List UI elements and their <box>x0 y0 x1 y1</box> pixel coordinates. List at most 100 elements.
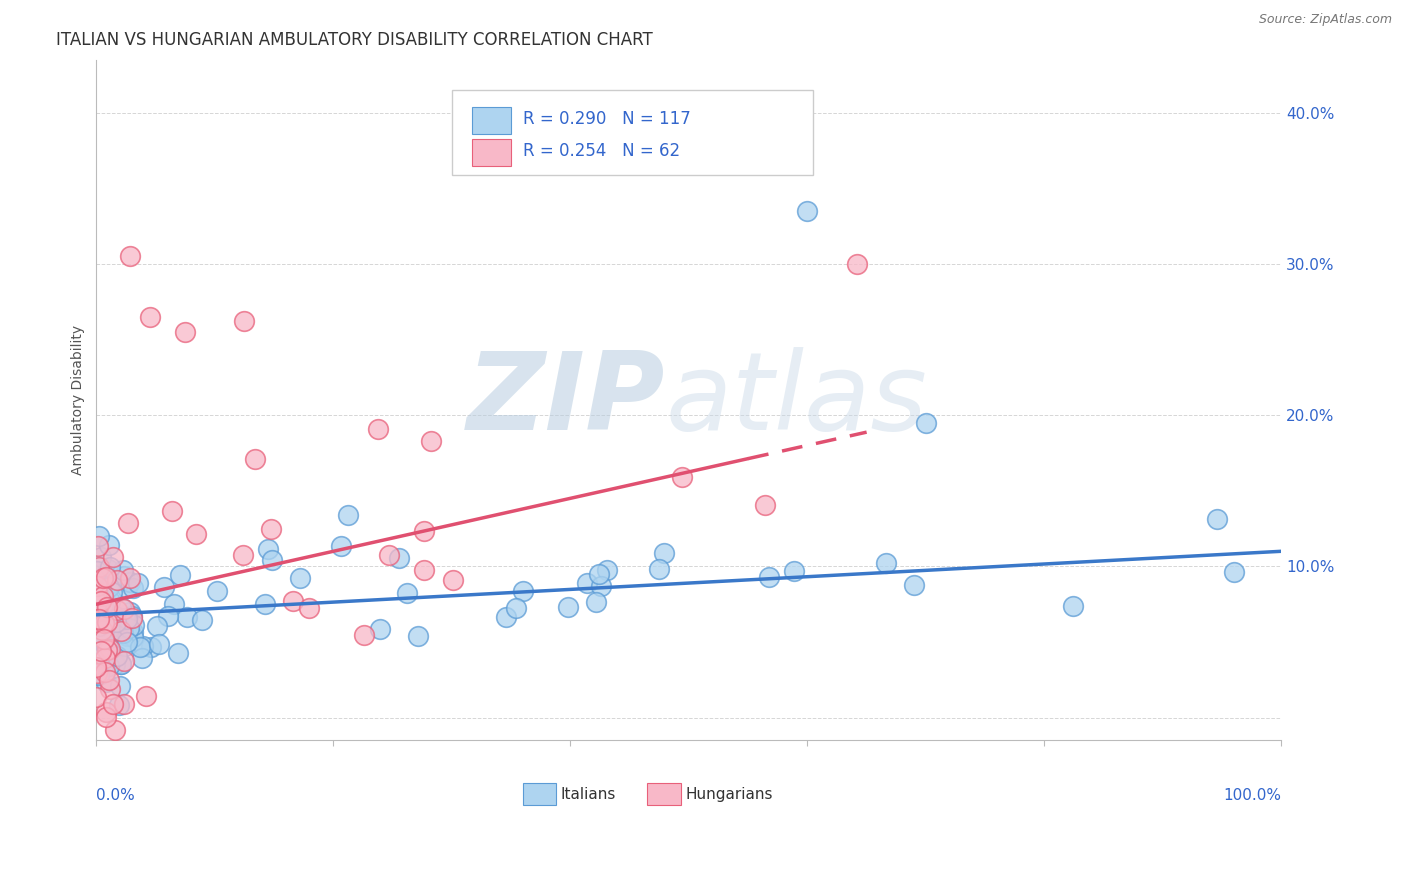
Point <box>160 504 183 518</box>
Point <box>174 325 197 339</box>
Point <box>120 571 142 585</box>
Point <box>184 527 207 541</box>
Text: Source: ZipAtlas.com: Source: ZipAtlas.com <box>1258 13 1392 27</box>
Point <box>131 651 153 665</box>
Point <box>115 635 138 649</box>
Point <box>86 660 108 674</box>
Point <box>87 612 110 626</box>
Point <box>97 581 120 595</box>
Bar <box>472 138 512 166</box>
Point <box>441 573 464 587</box>
Point <box>87 650 110 665</box>
Point <box>86 595 108 609</box>
Point <box>90 643 112 657</box>
Point <box>89 612 111 626</box>
Point <box>98 640 121 654</box>
Point <box>87 529 110 543</box>
Point <box>652 546 675 560</box>
Point <box>97 538 120 552</box>
Point <box>420 434 443 449</box>
Point <box>97 562 120 576</box>
Point <box>671 469 693 483</box>
Text: R = 0.254   N = 62: R = 0.254 N = 62 <box>523 142 681 160</box>
Point <box>122 618 145 632</box>
Point <box>1222 565 1244 579</box>
Point <box>169 568 191 582</box>
Point <box>260 522 283 536</box>
Point <box>117 612 139 626</box>
Point <box>98 621 121 635</box>
Point <box>91 589 114 603</box>
Point <box>86 582 108 596</box>
Point <box>329 539 352 553</box>
Point <box>112 697 135 711</box>
Point <box>112 654 135 668</box>
Text: Italians: Italians <box>561 787 616 802</box>
Point <box>87 618 110 632</box>
Point <box>86 564 108 578</box>
Point <box>96 643 118 657</box>
Point <box>114 639 136 653</box>
Point <box>86 579 108 593</box>
Point <box>107 615 129 629</box>
Point <box>86 690 108 704</box>
Point <box>105 615 128 629</box>
Point <box>96 615 118 629</box>
Point <box>103 697 125 711</box>
Point <box>783 564 806 578</box>
Point <box>93 602 115 616</box>
Point <box>115 621 138 635</box>
Point <box>86 605 108 619</box>
Point <box>115 581 138 595</box>
Point <box>96 600 118 615</box>
Point <box>156 609 179 624</box>
Point <box>104 617 127 632</box>
Point <box>91 571 114 585</box>
Point <box>93 615 115 630</box>
Point <box>257 541 280 556</box>
Point <box>96 675 118 690</box>
Point <box>98 682 121 697</box>
Point <box>1062 599 1084 614</box>
Point <box>232 548 254 562</box>
Point <box>98 599 121 613</box>
Point <box>505 601 527 615</box>
Point <box>120 574 142 589</box>
Point <box>104 611 127 625</box>
Point <box>94 705 117 719</box>
Point <box>118 621 141 635</box>
Point <box>167 646 190 660</box>
Point <box>86 588 108 602</box>
Point <box>557 600 579 615</box>
Point <box>412 563 434 577</box>
Point <box>260 553 283 567</box>
Point <box>495 610 517 624</box>
Point <box>86 604 108 618</box>
Point <box>875 556 897 570</box>
FancyBboxPatch shape <box>451 90 813 176</box>
Point <box>98 642 121 657</box>
Text: atlas: atlas <box>665 348 927 452</box>
Point <box>104 608 127 623</box>
Point <box>104 723 127 737</box>
Point <box>117 629 139 643</box>
Point <box>101 549 124 564</box>
Point <box>104 657 127 671</box>
Point <box>512 584 534 599</box>
Point <box>105 573 128 587</box>
Point <box>191 613 214 627</box>
Text: ITALIAN VS HUNGARIAN AMBULATORY DISABILITY CORRELATION CHART: ITALIAN VS HUNGARIAN AMBULATORY DISABILI… <box>56 31 652 49</box>
Point <box>86 539 108 553</box>
Text: R = 0.290   N = 117: R = 0.290 N = 117 <box>523 111 690 128</box>
Y-axis label: Ambulatory Disability: Ambulatory Disability <box>72 325 86 475</box>
Point <box>135 690 157 704</box>
Point <box>281 594 304 608</box>
Point <box>163 597 186 611</box>
Point <box>93 618 115 632</box>
Point <box>101 584 124 599</box>
Point <box>1206 511 1229 525</box>
Point <box>122 625 145 640</box>
Point <box>903 578 925 592</box>
Point <box>648 562 671 576</box>
Point <box>87 619 110 633</box>
